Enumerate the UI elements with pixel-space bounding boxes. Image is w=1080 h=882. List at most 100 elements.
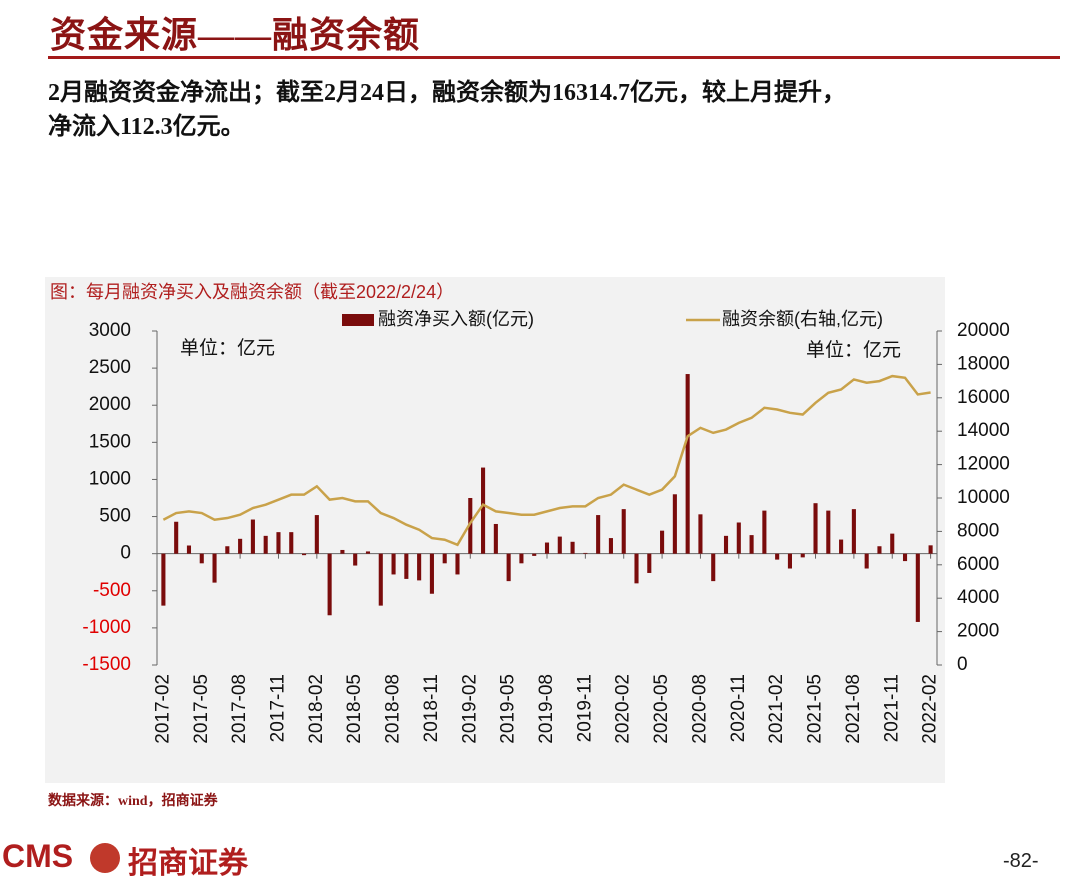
legend-swatch [342,314,374,326]
bar [327,553,332,616]
x-tick-label: 2017-08 [229,674,250,744]
bar [647,553,652,573]
x-tick-label: 2020-02 [613,674,634,744]
x-tick-label: 2019-11 [574,674,595,742]
y2-tick-label: 6000 [957,554,999,575]
bar [506,553,511,582]
y2-tick-label: 10000 [957,487,1010,508]
y2-tick-label: 20000 [957,320,1010,341]
y2-tick-label: 12000 [957,454,1010,475]
bar [839,539,844,554]
x-tick-label: 2017-02 [152,674,173,744]
x-tick-label: 2019-05 [498,674,519,744]
logo-icon [90,843,120,873]
bar [289,532,294,554]
y2-tick-label: 16000 [957,387,1010,408]
bar [161,553,166,606]
slide-title: 资金来源——融资余额 [50,15,421,55]
y-tick-label: 1000 [89,468,131,489]
y-tick-label: -1000 [82,617,131,638]
y-tick-label: 1500 [89,431,131,452]
y2-tick-label: 2000 [957,621,999,642]
x-tick-label: 2017-05 [191,674,212,744]
bar [749,535,754,554]
x-tick-label: 2019-08 [536,674,557,744]
x-tick-label: 2017-11 [267,674,288,742]
y2-tick-label: 14000 [957,420,1010,441]
bar [429,553,434,594]
bar [212,553,217,583]
x-tick-label: 2021-05 [805,674,826,744]
y-tick-label: 500 [99,506,131,527]
bar [276,532,281,554]
x-tick-label: 2022-02 [920,674,941,744]
bar [481,467,486,554]
line [162,374,931,547]
bar [544,542,550,554]
x-tick-label: 2020-08 [689,674,710,744]
bar [532,553,537,556]
bar [557,536,562,554]
bar [250,519,255,554]
unit-right: 单位：亿元 [806,339,901,361]
y-tick-label: -500 [93,580,131,601]
bar [826,510,831,554]
bar [378,553,383,606]
bar [762,510,767,554]
bar [698,514,703,554]
y2-tick-label: 0 [957,654,968,675]
bar [174,521,179,554]
bar [455,553,460,575]
y2-tick-label: 8000 [957,520,999,541]
bar [570,541,575,554]
body-text: 2月融资资金净流出；截至2月24日，融资余额为16314.7亿元，较上月提升， [48,80,846,106]
bar [928,545,933,554]
x-tick-label: 2021-11 [881,674,902,742]
body-text: 净流入112.3亿元。 [48,114,245,140]
x-tick-label: 2018-08 [383,674,404,744]
bar [685,374,690,554]
bar [238,538,243,554]
bar [851,509,856,554]
bar [596,515,601,554]
y-tick-label: -1500 [82,654,131,675]
bar [199,553,204,564]
title-rule [48,56,1060,59]
bar [468,498,473,554]
bar [723,535,729,554]
bar [787,553,792,569]
x-tick-label: 2018-02 [306,674,327,744]
x-tick-label: 2019-02 [459,674,480,744]
bar [736,522,741,554]
y-tick-label: 0 [120,543,131,564]
bar [800,553,805,558]
unit-left: 单位：亿元 [180,337,275,359]
x-tick-label: 2021-02 [766,674,787,744]
bar [775,553,780,560]
x-tick-label: 2020-11 [728,674,749,742]
bar [813,503,818,554]
bar [621,509,626,554]
x-tick-label: 2018-05 [344,674,365,744]
legend-label: 融资余额(右轴,亿元) [722,309,883,329]
bar [608,538,613,554]
x-tick-label: 2020-05 [651,674,672,744]
y-tick-label: 2500 [89,357,131,378]
x-tick-label: 2018-11 [421,674,442,742]
x-tick-label: 2021-08 [843,674,864,744]
bar [263,535,268,554]
bar [711,553,716,582]
bar [902,553,908,562]
bar [890,533,895,554]
company-name: 招商证券 [128,847,248,880]
bar [314,515,319,554]
legend-label: 融资净买入额(亿元) [378,309,534,329]
bar [660,530,665,554]
y-tick-label: 3000 [89,320,131,341]
bar [634,553,639,584]
bar [404,553,409,579]
bar [672,494,677,554]
bar [302,553,307,556]
